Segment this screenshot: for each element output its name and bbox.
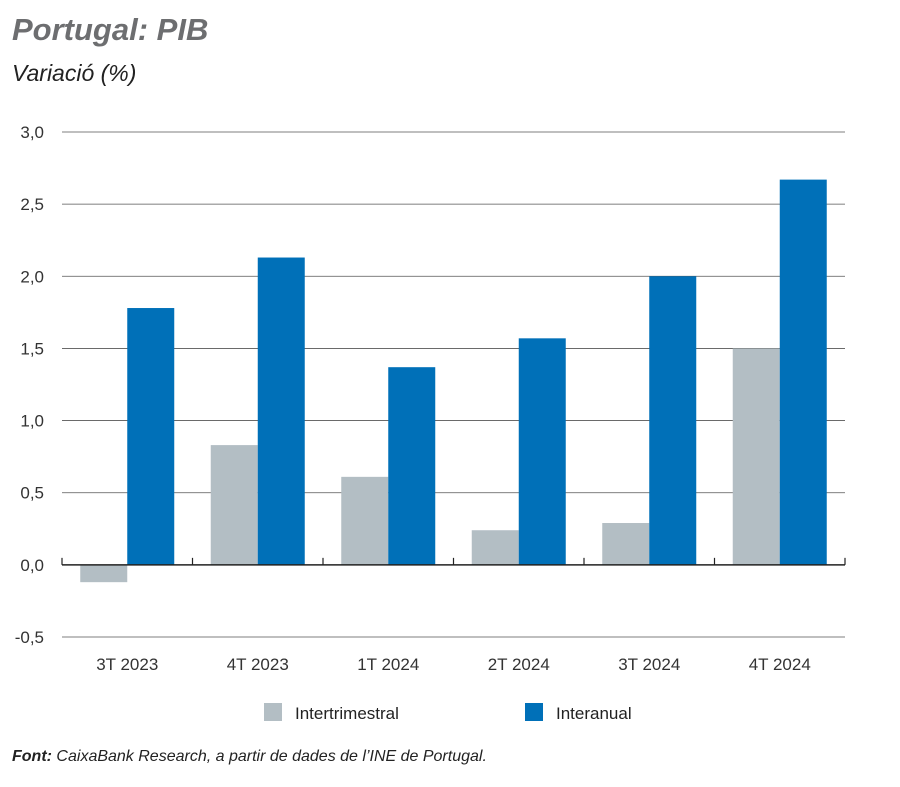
x-tick-label: 1T 2024 [357, 655, 419, 674]
y-tick-label: 1,5 [20, 339, 44, 358]
x-tick-label: 4T 2024 [749, 655, 811, 674]
bar-intertrimestral [210, 445, 258, 565]
bar-interanual [518, 338, 566, 565]
x-tick-label: 3T 2024 [618, 655, 680, 674]
bar-interanual [388, 367, 436, 565]
source-note: Font: CaixaBank Research, a partir de da… [12, 748, 487, 766]
bar-interanual [779, 179, 827, 565]
y-tick-label: 0,0 [20, 556, 44, 575]
legend-label: Interanual [556, 704, 632, 723]
source-label: Font: [12, 748, 52, 765]
chart-title: Portugal: PIB [12, 12, 209, 47]
legend-swatch [525, 703, 543, 721]
legend-swatch [264, 703, 282, 721]
bar-intertrimestral [80, 564, 128, 583]
bar-intertrimestral [471, 530, 519, 565]
y-tick-label: 0,5 [20, 484, 44, 503]
bar-interanual [649, 276, 697, 565]
bar-intertrimestral [602, 523, 650, 565]
bar-interanual [127, 308, 175, 565]
x-tick-label: 2T 2024 [488, 655, 550, 674]
bar-chart: -0,5 0,0 0,5 1,0 1,5 2,0 2,5 3,0 3T 2023 4T 2023 1… [15, 123, 846, 723]
bar-intertrimestral [341, 476, 389, 565]
x-tick-label: 4T 2023 [227, 655, 289, 674]
bar-interanual [257, 257, 305, 565]
y-tick-label: -0,5 [15, 628, 44, 647]
x-tick-label: 3T 2023 [96, 655, 158, 674]
y-tick-label: 3,0 [20, 123, 44, 142]
legend-label: Intertrimestral [295, 704, 399, 723]
y-tick-label: 2,0 [20, 267, 44, 286]
bar-intertrimestral [732, 348, 780, 565]
y-tick-label: 2,5 [20, 195, 44, 214]
y-tick-label: 1,0 [20, 412, 44, 431]
source-text: CaixaBank Research, a partir de dades de… [51, 748, 487, 765]
chart-subtitle: Variació (%) [12, 60, 137, 86]
